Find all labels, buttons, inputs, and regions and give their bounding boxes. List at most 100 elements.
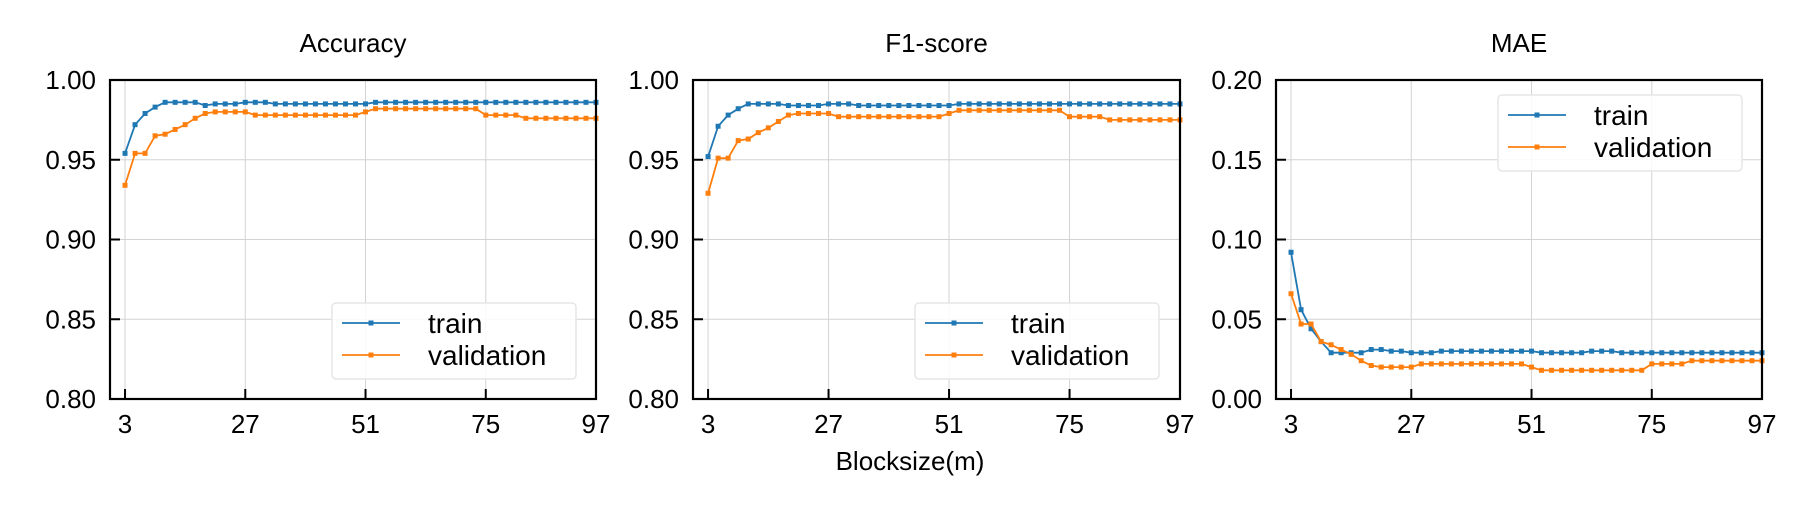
subplot-title: Accuracy [300, 28, 407, 58]
data-point-validation [986, 107, 992, 113]
data-point-validation [513, 112, 519, 118]
legend-label-train: train [1594, 100, 1648, 131]
data-point-validation [1438, 361, 1444, 367]
data-point-validation [976, 107, 982, 113]
data-point-train [302, 101, 308, 107]
data-point-validation [956, 107, 962, 113]
legend-box [914, 302, 1160, 380]
x-tick-label: 75 [471, 409, 500, 439]
data-point-train [493, 99, 499, 105]
data-point-validation [463, 106, 469, 112]
data-point-train [503, 99, 509, 105]
data-point-train [1619, 350, 1625, 356]
data-point-validation [1719, 358, 1725, 364]
data-point-validation [1639, 367, 1645, 373]
data-point-train [715, 123, 721, 129]
data-point-validation [583, 115, 589, 121]
data-point-train [1719, 350, 1725, 356]
data-point-train [705, 154, 711, 160]
data-point-validation [1659, 361, 1665, 367]
data-point-train [132, 122, 138, 128]
data-point-train [172, 99, 178, 105]
data-point-train [513, 99, 519, 105]
legend-box [1497, 94, 1743, 172]
data-point-validation [232, 109, 238, 115]
data-point-validation [282, 112, 288, 118]
data-point-train [755, 101, 761, 107]
data-point-train [443, 99, 449, 105]
data-point-validation [1458, 361, 1464, 367]
data-point-train [473, 99, 479, 105]
data-point-train [423, 99, 429, 105]
data-point-train [1438, 348, 1444, 354]
subplot-1: 3 27 51 75 97 0.80 0.85 0.90 0.95 1.00 F1-score tra… [628, 28, 1194, 439]
data-point-train [1087, 101, 1093, 107]
data-point-train [383, 99, 389, 105]
data-point-train [463, 99, 469, 105]
data-point-validation [152, 133, 158, 139]
data-point-validation [1468, 361, 1474, 367]
data-point-validation [182, 122, 188, 128]
data-point-train [876, 103, 882, 109]
data-point-train [1689, 350, 1695, 356]
data-point-train [573, 99, 579, 105]
data-point-train [212, 101, 218, 107]
data-point-train [1378, 347, 1384, 353]
data-point-train [846, 101, 852, 107]
data-point-validation [916, 114, 922, 120]
legend-marker-train [368, 320, 374, 326]
data-point-validation [745, 136, 751, 142]
data-point-validation [1157, 117, 1163, 123]
data-point-validation [1418, 361, 1424, 367]
data-point-validation [1619, 367, 1625, 373]
data-point-train [1127, 101, 1133, 107]
data-point-validation [1308, 321, 1314, 327]
data-point-validation [1498, 361, 1504, 367]
data-point-train [533, 99, 539, 105]
data-point-validation [1609, 367, 1615, 373]
data-point-train [1699, 350, 1705, 356]
data-point-validation [553, 115, 559, 121]
data-point-train [1428, 350, 1434, 356]
data-point-validation [1388, 364, 1394, 370]
subplot-title: MAE [1491, 28, 1547, 58]
data-point-validation [202, 110, 208, 116]
data-point-validation [936, 114, 942, 120]
data-point-validation [322, 112, 328, 118]
data-point-validation [573, 115, 579, 121]
data-point-train [1519, 348, 1525, 354]
data-point-validation [162, 131, 168, 137]
data-point-validation [433, 106, 439, 112]
series-line-train [707, 103, 1180, 157]
data-point-validation [1338, 347, 1344, 353]
data-point-train [1147, 101, 1153, 107]
data-point-train [1398, 348, 1404, 354]
data-point-train [1679, 350, 1685, 356]
data-point-validation [262, 112, 268, 118]
data-point-train [1328, 350, 1334, 356]
data-point-train [332, 101, 338, 107]
data-point-validation [292, 112, 298, 118]
data-point-train [1659, 350, 1665, 356]
x-tick-label: 75 [1055, 409, 1084, 439]
legend-marker-validation [368, 352, 374, 358]
data-point-train [1358, 350, 1364, 356]
data-point-validation [1408, 364, 1414, 370]
data-point-validation [1328, 342, 1334, 348]
data-point-train [1569, 350, 1575, 356]
data-point-validation [1107, 117, 1113, 123]
data-point-validation [1036, 107, 1042, 113]
y-tick-label: 0.20 [1211, 65, 1262, 95]
data-point-train [583, 99, 589, 105]
data-point-validation [816, 110, 822, 116]
data-point-validation [1378, 364, 1384, 370]
data-point-train [836, 101, 842, 107]
y-tick-label: 0.90 [45, 225, 96, 255]
data-point-train [785, 103, 791, 109]
subplot-2: 3 27 51 75 97 0.00 0.05 0.10 0.15 0.20 MAE trainval… [1211, 28, 1776, 439]
data-point-train [413, 99, 419, 105]
data-point-train [202, 103, 208, 109]
data-point-train [1589, 348, 1595, 354]
